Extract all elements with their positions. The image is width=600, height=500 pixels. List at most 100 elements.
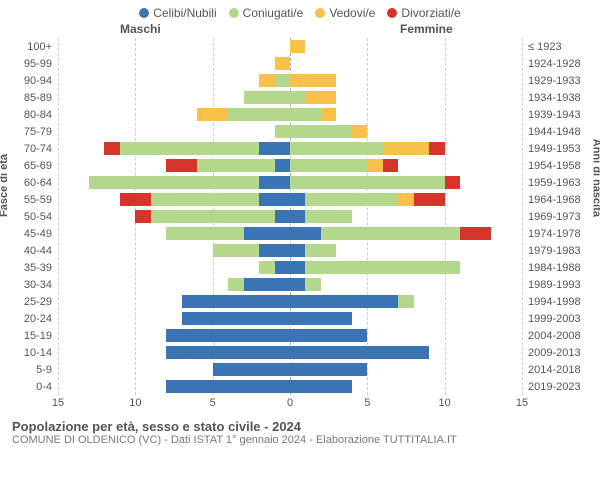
- birth-year-label: 1939-1943: [522, 109, 598, 121]
- segment-celibi: [290, 329, 367, 342]
- x-tick-label: 15: [52, 397, 64, 409]
- segment-coniugati: [290, 176, 445, 189]
- x-tick-label: 10: [129, 397, 141, 409]
- segment-coniugati: [305, 210, 351, 223]
- segment-vedovi: [383, 142, 429, 155]
- female-bar: [290, 295, 414, 308]
- segment-coniugati: [321, 227, 460, 240]
- segment-divorziati: [414, 193, 445, 206]
- segment-divorziati: [135, 210, 150, 223]
- birth-year-label: 1934-1938: [522, 92, 598, 104]
- age-label: 15-19: [4, 330, 58, 342]
- segment-coniugati: [151, 210, 275, 223]
- segment-celibi: [182, 295, 290, 308]
- female-bar: [290, 227, 491, 240]
- age-row: 5-92014-2018: [58, 361, 522, 378]
- segment-celibi: [290, 312, 352, 325]
- male-bar: [275, 125, 290, 138]
- male-bar: [213, 244, 290, 257]
- male-bar: [182, 295, 290, 308]
- segment-divorziati: [460, 227, 491, 240]
- female-bar: [290, 40, 305, 53]
- segment-coniugati: [290, 159, 367, 172]
- legend-item: Divorziati/e: [387, 6, 460, 20]
- male-bar: [166, 227, 290, 240]
- legend-label: Vedovi/e: [329, 6, 375, 20]
- age-label: 100+: [4, 41, 58, 53]
- age-label: 60-64: [4, 177, 58, 189]
- age-label: 0-4: [4, 381, 58, 393]
- birth-year-label: 2014-2018: [522, 364, 598, 376]
- age-row: 45-491974-1978: [58, 225, 522, 242]
- segment-divorziati: [383, 159, 398, 172]
- male-bar: [166, 329, 290, 342]
- birth-year-label: 1944-1948: [522, 126, 598, 138]
- female-bar: [290, 108, 336, 121]
- x-tick-label: 5: [210, 397, 216, 409]
- age-row: 30-341989-1993: [58, 276, 522, 293]
- birth-year-label: 1949-1953: [522, 143, 598, 155]
- segment-coniugati: [290, 108, 321, 121]
- segment-celibi: [244, 227, 290, 240]
- age-row: 10-142009-2013: [58, 344, 522, 361]
- female-bar: [290, 278, 321, 291]
- legend-swatch: [387, 8, 397, 18]
- segment-divorziati: [445, 176, 460, 189]
- segment-celibi: [275, 159, 290, 172]
- segment-celibi: [166, 380, 290, 393]
- segment-celibi: [290, 210, 305, 223]
- segment-vedovi: [367, 159, 382, 172]
- segment-celibi: [290, 193, 305, 206]
- segment-celibi: [213, 363, 290, 376]
- female-bar: [290, 176, 460, 189]
- legend-label: Coniugati/e: [243, 6, 304, 20]
- male-bar: [259, 74, 290, 87]
- birth-year-label: 2009-2013: [522, 347, 598, 359]
- segment-divorziati: [166, 159, 197, 172]
- segment-vedovi: [259, 74, 274, 87]
- age-label: 35-39: [4, 262, 58, 274]
- segment-coniugati: [89, 176, 259, 189]
- age-row: 20-241999-2003: [58, 310, 522, 327]
- age-label: 80-84: [4, 109, 58, 121]
- age-label: 25-29: [4, 296, 58, 308]
- female-bar: [290, 346, 429, 359]
- x-tick-label: 15: [516, 397, 528, 409]
- female-bar: [290, 312, 352, 325]
- male-label: Maschi: [120, 22, 161, 36]
- birth-year-label: 1989-1993: [522, 279, 598, 291]
- female-bar: [290, 125, 367, 138]
- age-label: 10-14: [4, 347, 58, 359]
- female-bar: [290, 159, 398, 172]
- segment-divorziati: [104, 142, 119, 155]
- age-row: 60-641959-1963: [58, 174, 522, 191]
- segment-coniugati: [290, 142, 383, 155]
- age-row: 90-941929-1933: [58, 72, 522, 89]
- birth-year-label: 1999-2003: [522, 313, 598, 325]
- female-bar: [290, 380, 352, 393]
- age-label: 55-59: [4, 194, 58, 206]
- male-bar: [166, 346, 290, 359]
- male-bar: [166, 380, 290, 393]
- legend-label: Celibi/Nubili: [153, 6, 216, 20]
- segment-celibi: [290, 380, 352, 393]
- gender-labels: Maschi Femmine: [0, 22, 600, 38]
- age-row: 85-891934-1938: [58, 89, 522, 106]
- segment-celibi: [290, 346, 429, 359]
- age-label: 85-89: [4, 92, 58, 104]
- segment-divorziati: [429, 142, 444, 155]
- age-label: 65-69: [4, 160, 58, 172]
- male-bar: [104, 142, 290, 155]
- female-bar: [290, 261, 460, 274]
- segment-celibi: [259, 142, 290, 155]
- birth-year-label: 1964-1968: [522, 194, 598, 206]
- male-bar: [166, 159, 290, 172]
- birth-year-label: 1954-1958: [522, 160, 598, 172]
- male-bar: [213, 363, 290, 376]
- age-label: 90-94: [4, 75, 58, 87]
- segment-coniugati: [151, 193, 259, 206]
- legend-item: Coniugati/e: [229, 6, 304, 20]
- age-row: 80-841939-1943: [58, 106, 522, 123]
- birth-year-label: 2019-2023: [522, 381, 598, 393]
- segment-celibi: [259, 193, 290, 206]
